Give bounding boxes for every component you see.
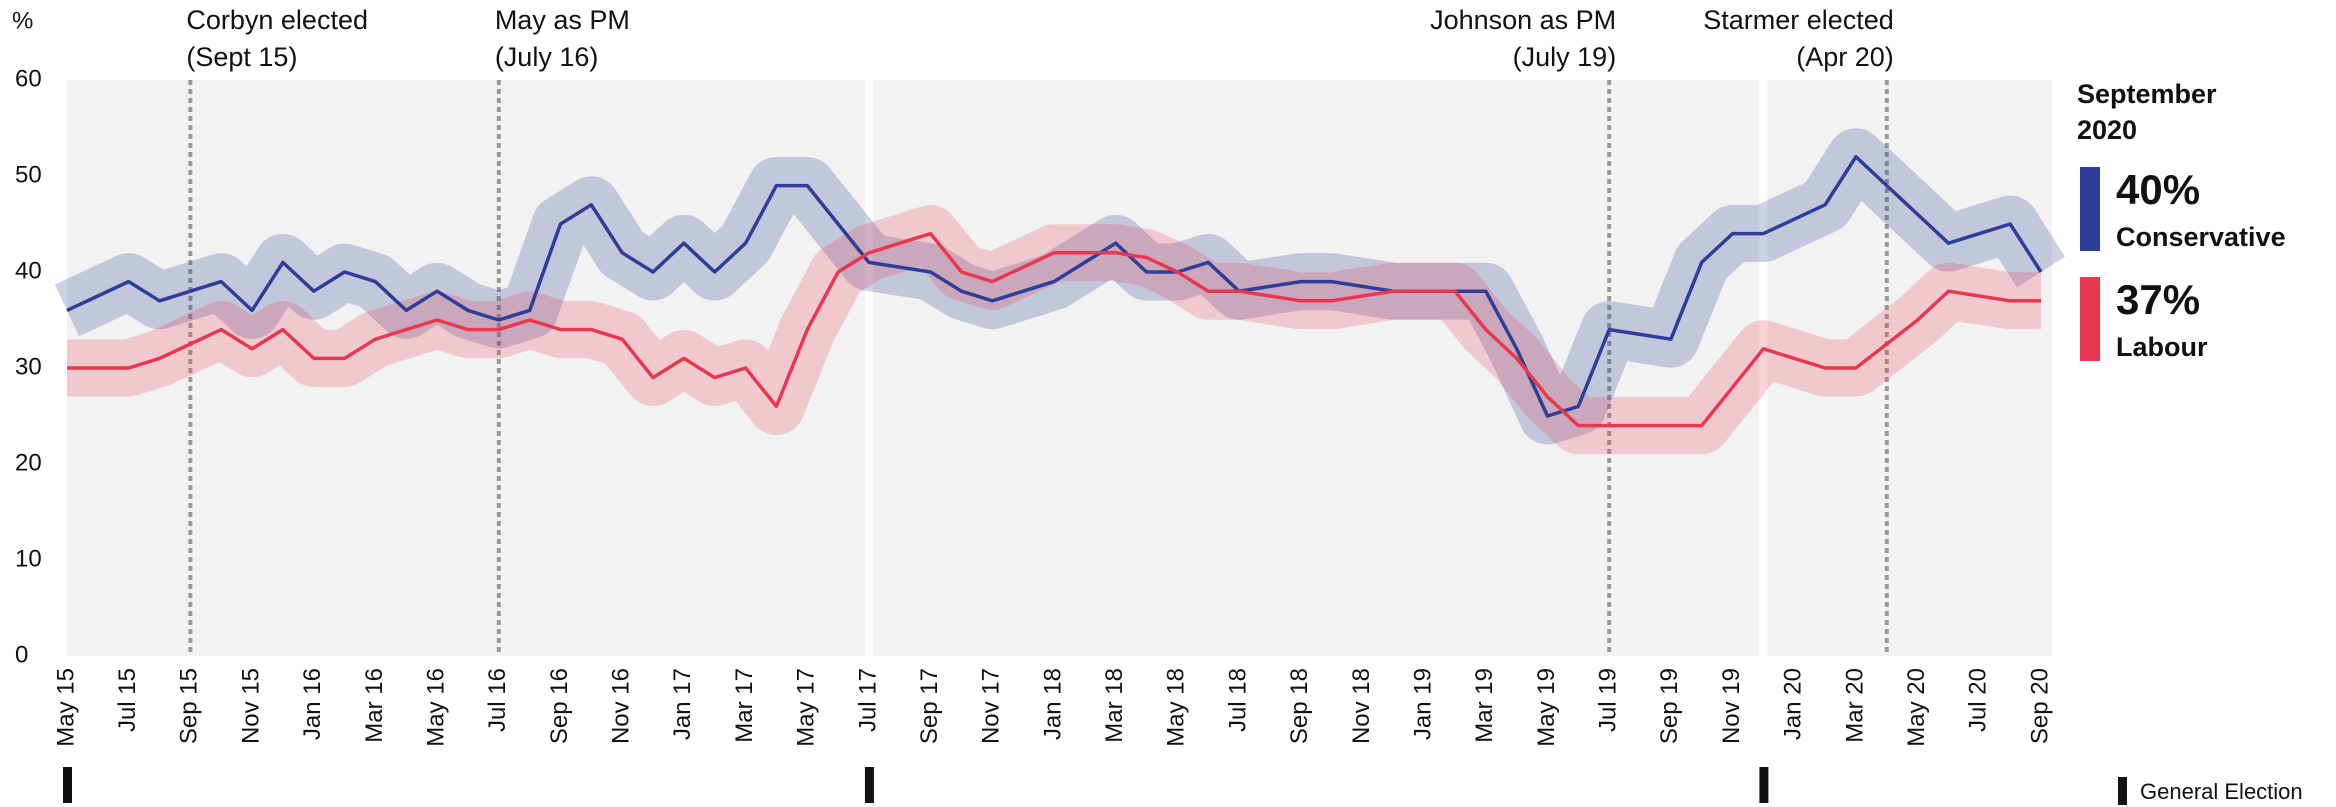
- x-tick-label: Nov 17: [978, 668, 1005, 744]
- x-tick-label: Sep 15: [176, 668, 203, 744]
- x-tick-label: Mar 20: [1841, 668, 1868, 743]
- annotation-label: Johnson as PM: [1430, 5, 1616, 35]
- legend-election-label: General Election: [2140, 779, 2303, 804]
- legend-value: 37%: [2116, 276, 2200, 323]
- x-tick-label: May 17: [793, 668, 820, 747]
- x-tick-label: Nov 15: [237, 668, 264, 744]
- series-line: [66, 155, 2043, 418]
- series-line: [67, 231, 2041, 428]
- annotation-label: Corbyn elected: [186, 5, 368, 35]
- x-tick-label: Sep 19: [1656, 668, 1683, 744]
- legend-name: Labour: [2116, 332, 2208, 362]
- y-axis-label: %: [12, 7, 33, 34]
- y-tick-label: 40: [15, 257, 42, 284]
- election-marker: [1759, 767, 1769, 803]
- x-tick-label: Jul 16: [484, 668, 511, 732]
- x-tick-label: Jul 18: [1224, 668, 1251, 732]
- x-tick-label: Jul 17: [854, 668, 881, 732]
- annotation-sublabel: (Sept 15): [186, 42, 297, 72]
- x-tick-label: Jan 19: [1409, 668, 1436, 740]
- legend-title: September 2020: [2077, 79, 2217, 145]
- x-tick-label: Jan 17: [669, 668, 696, 740]
- annotation-label: Starmer elected: [1703, 5, 1894, 35]
- x-tick-label: Jul 19: [1595, 668, 1622, 732]
- annotation-sublabel: (July 16): [495, 42, 599, 72]
- x-tick-label: Mar 18: [1101, 668, 1128, 743]
- x-tick-label: May 15: [52, 668, 79, 747]
- x-tick-label: Jan 20: [1780, 668, 1807, 740]
- y-tick-label: 60: [15, 65, 42, 92]
- x-tick-label: May 16: [422, 668, 449, 747]
- election-marker: [63, 767, 72, 803]
- x-tick-label: Jan 16: [299, 668, 326, 740]
- x-tick-label: Mar 19: [1471, 668, 1498, 743]
- legend-value: 40%: [2116, 166, 2200, 213]
- x-tick-label: Sep 20: [2026, 668, 2053, 744]
- annotation-label: May as PM: [495, 5, 630, 35]
- x-tick-label: Mar 17: [731, 668, 758, 743]
- y-tick-label: 50: [15, 161, 42, 188]
- y-tick-label: 30: [15, 353, 42, 380]
- y-tick-label: 0: [15, 641, 28, 668]
- legend-swatch: [2080, 277, 2100, 361]
- x-tick-label: Sep 16: [546, 668, 573, 744]
- annotation-sublabel: (July 19): [1513, 42, 1617, 72]
- legend-swatch: [2080, 167, 2100, 251]
- x-tick-label: Mar 16: [361, 668, 388, 743]
- x-tick-label: Nov 18: [1348, 668, 1375, 744]
- x-tick-label: Jan 18: [1039, 668, 1066, 740]
- legend-name: Conservative: [2116, 222, 2286, 252]
- legend-election-swatch: [2118, 777, 2127, 805]
- x-tick-label: Sep 17: [916, 668, 943, 744]
- y-tick-label: 20: [15, 449, 42, 476]
- annotation-sublabel: (Apr 20): [1796, 42, 1894, 72]
- x-tick-label: Jul 20: [1965, 668, 1992, 732]
- y-tick-label: 10: [15, 545, 42, 572]
- plot-background: [67, 80, 2052, 656]
- election-marker: [864, 767, 874, 803]
- x-tick-label: May 19: [1533, 668, 1560, 747]
- x-tick-label: May 18: [1163, 668, 1190, 747]
- x-tick-label: Nov 16: [608, 668, 635, 744]
- x-tick-label: Jul 15: [114, 668, 141, 732]
- x-tick-label: May 20: [1903, 668, 1930, 747]
- x-tick-label: Sep 18: [1286, 668, 1313, 744]
- x-tick-label: Nov 19: [1718, 668, 1745, 744]
